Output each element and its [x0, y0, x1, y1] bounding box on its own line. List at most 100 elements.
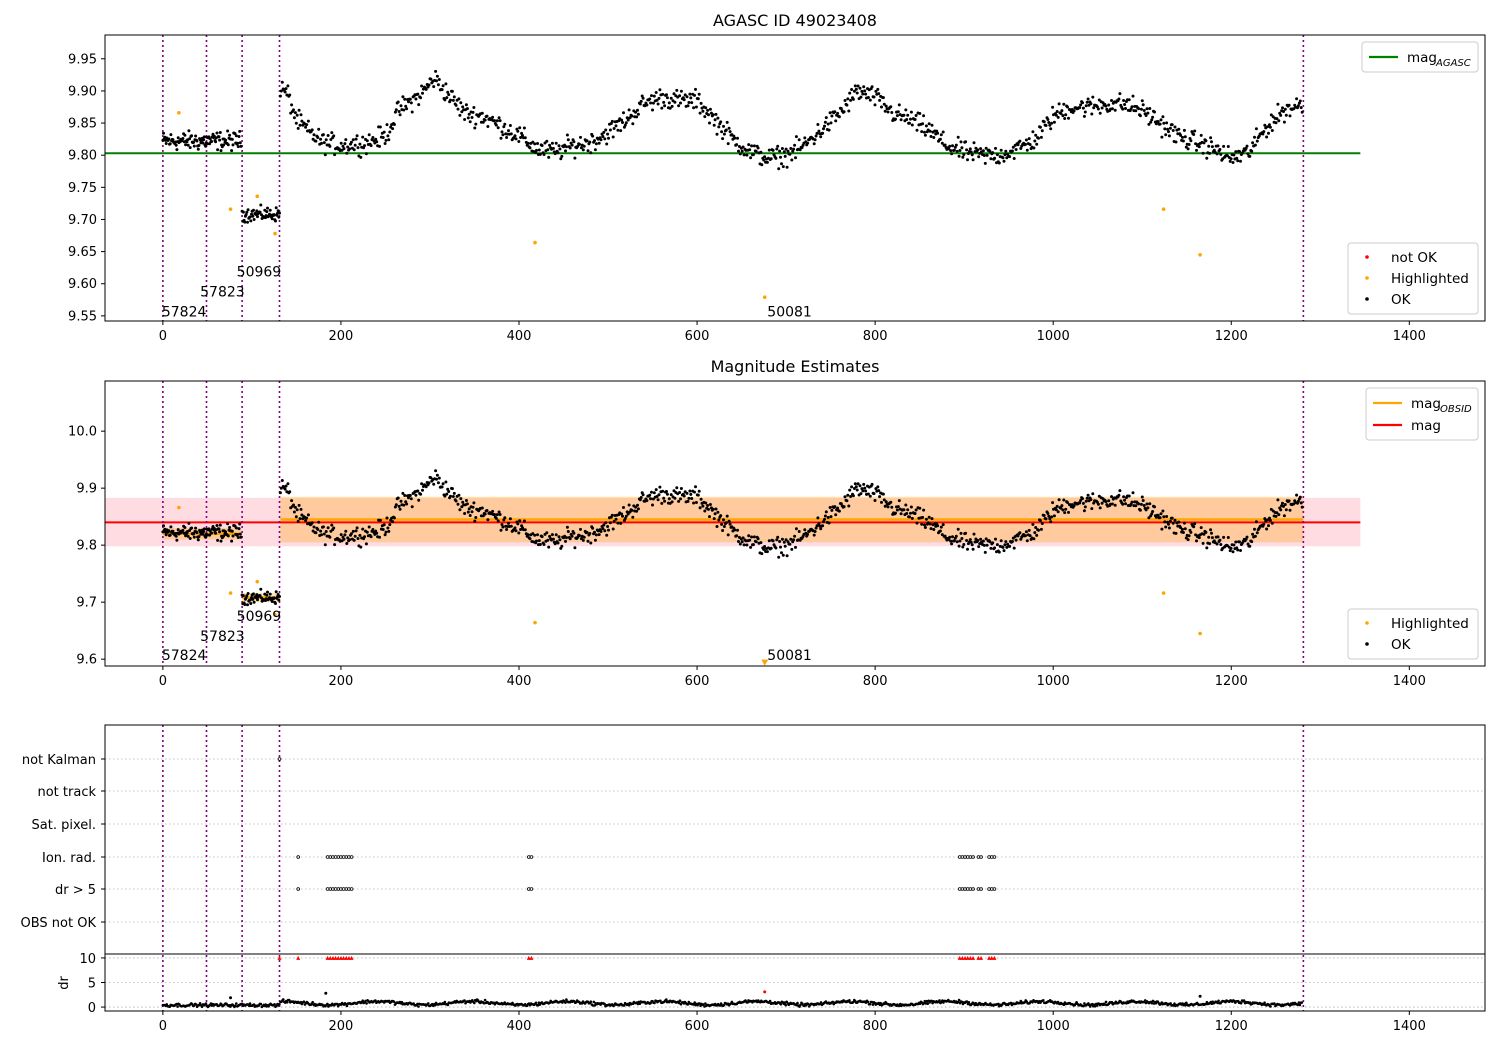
ok-point — [358, 142, 362, 146]
ok-point — [537, 148, 541, 152]
ok-point — [1024, 142, 1027, 146]
ok-point — [239, 535, 243, 539]
ok-point — [1040, 522, 1044, 525]
ok-point — [466, 510, 470, 514]
ok-point — [259, 587, 263, 591]
y-tick-label: 9.60 — [68, 277, 97, 292]
ok-point — [342, 537, 346, 541]
highlighted-point — [1161, 591, 1166, 595]
ok-point — [1082, 509, 1086, 513]
ok-point — [894, 117, 897, 121]
ok-point — [1250, 149, 1254, 153]
ok-point — [1014, 148, 1018, 151]
ok-point — [293, 505, 297, 509]
ok-point — [509, 132, 513, 136]
ok-point — [817, 522, 821, 526]
ok-point — [449, 98, 452, 102]
ok-point — [1144, 114, 1148, 117]
ok-point — [399, 499, 403, 503]
ok-point — [1137, 107, 1141, 111]
ok-point — [236, 145, 240, 149]
ok-point — [444, 82, 448, 86]
ok-point — [451, 98, 455, 102]
dr-point — [957, 998, 961, 1002]
ok-point — [910, 123, 914, 127]
ok-point — [516, 522, 520, 526]
ok-point — [1024, 530, 1028, 534]
ok-point — [228, 133, 232, 137]
ok-point — [699, 497, 703, 501]
ok-point — [754, 149, 758, 153]
ok-point — [837, 509, 841, 513]
ok-point — [230, 529, 234, 533]
ok-point — [1081, 497, 1084, 501]
ok-point — [503, 122, 507, 126]
ok-point — [909, 505, 913, 509]
ok-point — [486, 125, 490, 128]
ok-point — [566, 138, 570, 142]
x-tick-label: 800 — [863, 1019, 888, 1034]
ok-point — [416, 489, 420, 493]
dr-point — [665, 998, 668, 1001]
ok-point — [452, 95, 456, 99]
ok-point — [776, 535, 780, 539]
ok-point — [1134, 109, 1138, 113]
ok-point — [305, 123, 309, 127]
ok-point — [1064, 113, 1068, 117]
ok-point — [246, 592, 250, 595]
ok-point — [421, 488, 424, 492]
dr-point — [1269, 1005, 1272, 1008]
x-tick-label: 1000 — [1037, 1019, 1070, 1034]
dr-tick-label: 5 — [88, 977, 96, 992]
x-tick-label: 1200 — [1215, 674, 1248, 689]
ok-point — [708, 515, 711, 519]
ok-point — [851, 494, 855, 498]
ok-point — [359, 545, 363, 549]
ok-point — [404, 104, 408, 108]
ok-point — [619, 521, 623, 525]
ok-point — [457, 493, 461, 497]
ok-point — [356, 537, 360, 540]
ok-point — [1104, 104, 1108, 108]
ok-point — [651, 497, 655, 501]
ok-point — [663, 104, 667, 108]
ok-point — [1001, 545, 1005, 549]
ok-point — [890, 111, 894, 114]
ok-point — [1267, 131, 1270, 135]
obsid-annotation: 50081 — [767, 648, 812, 664]
ok-point — [1275, 117, 1279, 121]
ok-point — [218, 530, 222, 534]
ok-point — [759, 150, 763, 154]
ok-point — [226, 129, 230, 133]
ok-point — [471, 505, 475, 509]
ok-point — [640, 94, 644, 98]
ok-point — [202, 135, 206, 139]
ok-point — [210, 531, 214, 535]
ok-point — [701, 504, 705, 508]
ok-point — [932, 136, 936, 139]
flag-row-label: Ion. rad. — [42, 851, 96, 866]
ok-point — [1284, 113, 1288, 117]
ok-point — [969, 150, 973, 154]
ok-point — [345, 151, 349, 155]
ok-point — [870, 482, 874, 486]
ok-point — [724, 521, 728, 525]
ok-point — [972, 141, 976, 145]
ok-point — [1090, 507, 1094, 511]
ok-point — [498, 119, 502, 123]
ok-point — [1164, 133, 1168, 137]
x-tick-label: 0 — [159, 674, 167, 689]
ok-point — [286, 84, 290, 88]
ok-point — [854, 485, 858, 489]
ok-point — [1167, 526, 1171, 530]
ok-point — [568, 146, 572, 150]
ok-point — [669, 493, 673, 497]
ok-point — [445, 96, 449, 100]
ok-point — [1253, 143, 1257, 147]
ok-point — [324, 530, 328, 533]
ok-point — [670, 104, 674, 108]
ok-point — [630, 114, 634, 118]
dr-clipped-marker — [333, 955, 338, 960]
ok-point — [1150, 118, 1154, 122]
ok-point — [981, 149, 985, 153]
